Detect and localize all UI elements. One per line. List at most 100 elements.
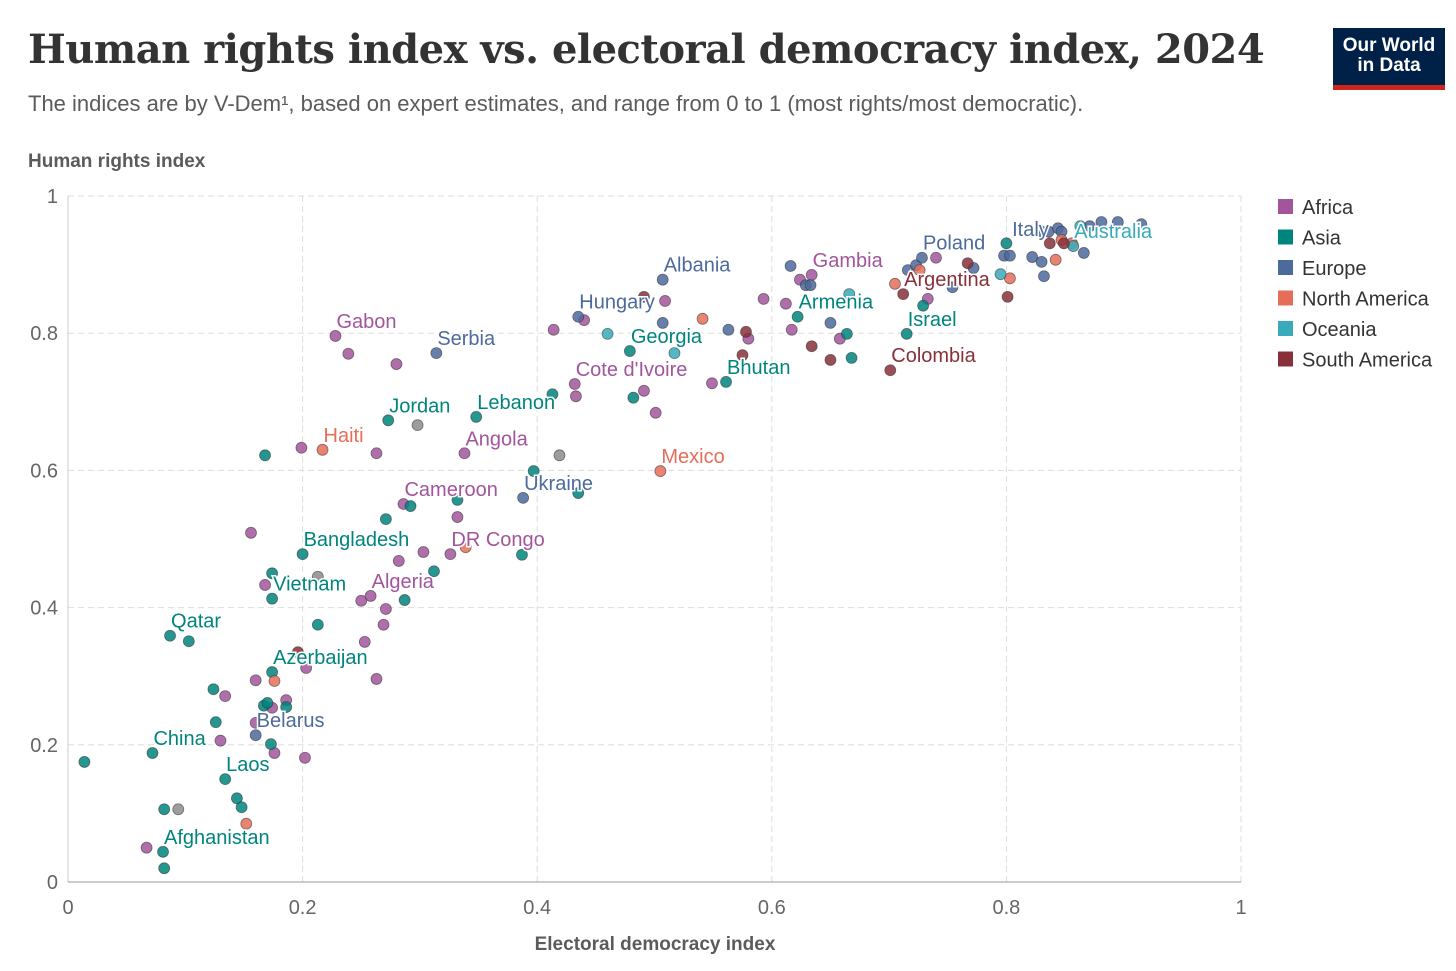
data-point[interactable] xyxy=(917,299,930,312)
data-point[interactable] xyxy=(1043,237,1056,250)
data-point[interactable] xyxy=(696,312,709,325)
data-point[interactable] xyxy=(994,268,1007,281)
data-point[interactable] xyxy=(451,511,464,523)
data-point[interactable] xyxy=(311,618,324,631)
data-point[interactable] xyxy=(207,683,220,696)
data-point[interactable] xyxy=(157,845,169,858)
data-point[interactable] xyxy=(517,491,530,504)
data-point[interactable] xyxy=(805,340,818,353)
data-point[interactable] xyxy=(654,465,667,477)
data-point[interactable] xyxy=(355,594,368,607)
data-point[interactable] xyxy=(740,325,752,338)
data-point[interactable] xyxy=(382,414,395,427)
data-point[interactable] xyxy=(300,662,313,674)
data-point[interactable] xyxy=(757,292,770,305)
data-point[interactable] xyxy=(390,358,403,370)
data-point[interactable] xyxy=(1111,216,1124,228)
data-point[interactable] xyxy=(897,288,910,300)
data-point[interactable] xyxy=(1000,237,1013,250)
data-point[interactable] xyxy=(916,251,928,264)
data-point[interactable] xyxy=(249,729,262,742)
data-point[interactable] xyxy=(398,594,411,606)
data-point[interactable] xyxy=(411,419,424,432)
data-point[interactable] xyxy=(1049,253,1062,266)
data-point[interactable] xyxy=(430,347,443,359)
data-point[interactable] xyxy=(736,349,749,362)
data-point[interactable] xyxy=(722,323,735,336)
data-point[interactable] xyxy=(572,487,585,499)
data-point[interactable] xyxy=(516,548,528,561)
data-point[interactable] xyxy=(824,354,837,366)
data-point[interactable] xyxy=(470,410,483,423)
data-point[interactable] xyxy=(451,493,464,506)
data-point[interactable] xyxy=(265,738,277,751)
data-point[interactable] xyxy=(546,388,559,401)
data-point[interactable] xyxy=(296,548,309,560)
data-point[interactable] xyxy=(266,592,279,605)
data-point[interactable] xyxy=(1095,216,1108,228)
data-point[interactable] xyxy=(292,646,304,659)
data-point[interactable] xyxy=(172,803,185,816)
data-point[interactable] xyxy=(946,281,959,294)
data-point[interactable] xyxy=(656,317,669,329)
legend-item[interactable]: South America xyxy=(1278,350,1433,372)
data-point[interactable] xyxy=(364,590,377,602)
data-point[interactable] xyxy=(370,447,383,460)
data-point[interactable] xyxy=(1074,220,1087,233)
data-point[interactable] xyxy=(209,716,222,729)
data-point[interactable] xyxy=(900,327,913,340)
data-point[interactable] xyxy=(259,449,271,462)
data-point[interactable] xyxy=(164,629,176,642)
data-point[interactable] xyxy=(299,751,311,764)
data-point[interactable] xyxy=(280,701,293,713)
data-point[interactable] xyxy=(638,290,650,303)
data-point[interactable] xyxy=(182,635,195,648)
data-point[interactable] xyxy=(1004,249,1016,262)
data-point[interactable] xyxy=(404,500,417,512)
data-point[interactable] xyxy=(601,327,614,340)
data-point[interactable] xyxy=(572,310,585,323)
data-point[interactable] xyxy=(656,273,669,286)
data-point[interactable] xyxy=(444,548,457,560)
legend-item[interactable]: Asia xyxy=(1278,228,1342,250)
data-point[interactable] xyxy=(623,345,636,357)
data-point[interactable] xyxy=(158,862,171,875)
data-point[interactable] xyxy=(417,546,430,558)
data-point[interactable] xyxy=(295,441,308,454)
data-point[interactable] xyxy=(377,618,390,631)
data-point[interactable] xyxy=(1077,247,1090,259)
data-point[interactable] xyxy=(235,801,248,814)
data-point[interactable] xyxy=(268,675,281,687)
data-point[interactable] xyxy=(791,310,804,323)
data-point[interactable] xyxy=(266,567,279,580)
data-point[interactable] xyxy=(785,323,798,336)
legend-item[interactable]: Oceania xyxy=(1278,319,1377,341)
data-point[interactable] xyxy=(78,756,91,768)
data-point[interactable] xyxy=(720,376,732,388)
data-point[interactable] xyxy=(889,277,901,290)
data-point[interactable] xyxy=(1135,218,1148,231)
data-point[interactable] xyxy=(649,406,662,419)
data-point[interactable] xyxy=(379,603,392,615)
data-point[interactable] xyxy=(1001,290,1014,303)
owid-logo[interactable]: Our World in Data xyxy=(1333,28,1445,90)
data-point[interactable] xyxy=(1026,251,1039,263)
data-point[interactable] xyxy=(240,817,253,830)
data-point[interactable] xyxy=(659,295,671,307)
data-point[interactable] xyxy=(342,347,355,360)
data-point[interactable] xyxy=(219,690,232,702)
data-point[interactable] xyxy=(249,716,262,729)
data-point[interactable] xyxy=(458,447,471,460)
data-point[interactable] xyxy=(245,526,257,539)
data-point[interactable] xyxy=(219,773,232,785)
data-point[interactable] xyxy=(553,449,566,462)
data-point[interactable] xyxy=(961,257,974,270)
data-point[interactable] xyxy=(527,465,540,477)
data-point[interactable] xyxy=(840,327,853,340)
data-point[interactable] xyxy=(140,841,153,854)
data-point[interactable] xyxy=(459,541,472,554)
data-point[interactable] xyxy=(884,364,897,377)
data-point[interactable] xyxy=(668,347,681,359)
data-point[interactable] xyxy=(146,747,159,759)
data-point[interactable] xyxy=(1035,255,1048,268)
